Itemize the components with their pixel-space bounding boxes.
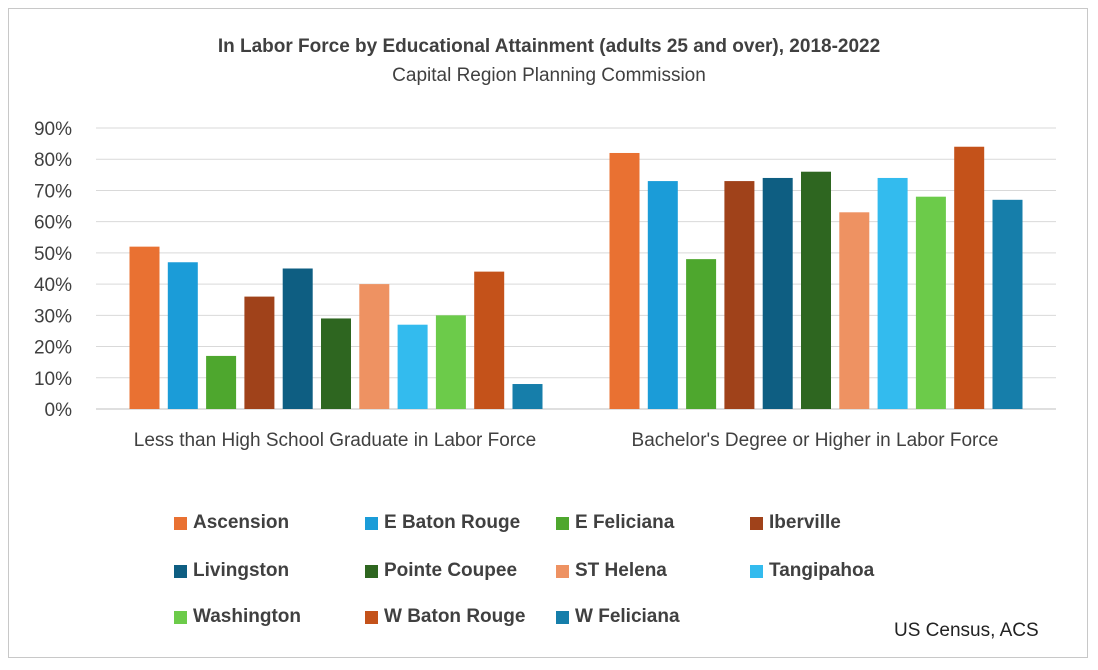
bar	[321, 318, 351, 409]
legend-label: Tangipahoa	[769, 560, 875, 581]
y-tick-label: 80%	[34, 150, 72, 171]
bar	[647, 181, 678, 409]
legend-label: W Baton Rouge	[384, 606, 526, 627]
y-tick-label: 30%	[34, 306, 72, 327]
legend-item: Iberville	[750, 512, 841, 534]
category-label-less-than-hs: Less than High School Graduate in Labor …	[133, 430, 537, 451]
legend-swatch	[365, 610, 378, 624]
legend-swatch	[750, 564, 763, 578]
legend-label: Ascension	[193, 512, 290, 533]
bar	[474, 271, 505, 409]
legend-label: Livingston	[193, 560, 290, 581]
legend-item: Tangipahoa	[750, 560, 874, 582]
legend-swatch	[174, 516, 187, 530]
legend-label: ST Helena	[575, 560, 667, 581]
legend-label: Iberville	[769, 512, 841, 533]
bar	[435, 315, 466, 409]
bar	[915, 196, 946, 409]
y-tick-label: 10%	[34, 369, 72, 390]
legend-swatch	[556, 516, 569, 530]
legend-swatch	[365, 516, 378, 530]
chart-subtitle: Capital Region Planning Commission	[392, 65, 706, 86]
y-tick-label: 20%	[34, 338, 72, 359]
legend-swatch	[174, 564, 187, 578]
bar	[129, 246, 160, 409]
legend-item: W Feliciana	[556, 606, 680, 628]
legend-item: Livingston	[174, 560, 289, 582]
bar	[801, 171, 831, 409]
bar	[609, 152, 640, 409]
y-tick-label: 90%	[34, 119, 72, 140]
bar	[397, 324, 428, 409]
y-tick-label: 50%	[34, 244, 72, 265]
bar	[762, 177, 793, 409]
legend-label: E Baton Rouge	[384, 512, 521, 533]
legend-label: E Feliciana	[575, 512, 675, 533]
y-tick-label: 40%	[34, 275, 72, 296]
y-tick-label: 60%	[34, 213, 72, 234]
legend-item: Pointe Coupee	[365, 560, 517, 582]
bar	[512, 384, 543, 409]
bar	[206, 355, 237, 409]
source-note: US Census, ACS	[894, 620, 1039, 641]
legend-item: Washington	[174, 606, 301, 628]
bar	[167, 262, 198, 409]
legend-item: Ascension	[174, 512, 289, 534]
bar	[877, 177, 908, 409]
legend-item: ST Helena	[556, 560, 667, 582]
legend-swatch	[556, 564, 569, 578]
legend-item: W Baton Rouge	[365, 606, 525, 628]
legend-swatch	[750, 516, 763, 530]
bar	[724, 181, 755, 409]
chart-title: In Labor Force by Educational Attainment…	[217, 36, 881, 57]
legend-swatch	[365, 564, 378, 578]
bar	[954, 146, 985, 409]
legend-label: W Feliciana	[575, 606, 680, 627]
legend-item: E Baton Rouge	[365, 512, 520, 534]
bar	[282, 268, 313, 409]
bar	[992, 199, 1023, 409]
legend-swatch	[556, 610, 569, 624]
legend-swatch	[174, 610, 187, 624]
bar	[244, 296, 275, 409]
legend-item: E Feliciana	[556, 512, 674, 534]
legend-label: Pointe Coupee	[384, 560, 518, 581]
bar	[686, 259, 717, 409]
y-tick-label: 70%	[34, 181, 72, 202]
category-label-bachelors: Bachelor's Degree or Higher in Labor For…	[631, 430, 999, 451]
y-tick-label: 0%	[45, 400, 73, 421]
bar	[839, 212, 870, 409]
bar	[359, 284, 390, 409]
legend-label: Washington	[193, 606, 301, 627]
